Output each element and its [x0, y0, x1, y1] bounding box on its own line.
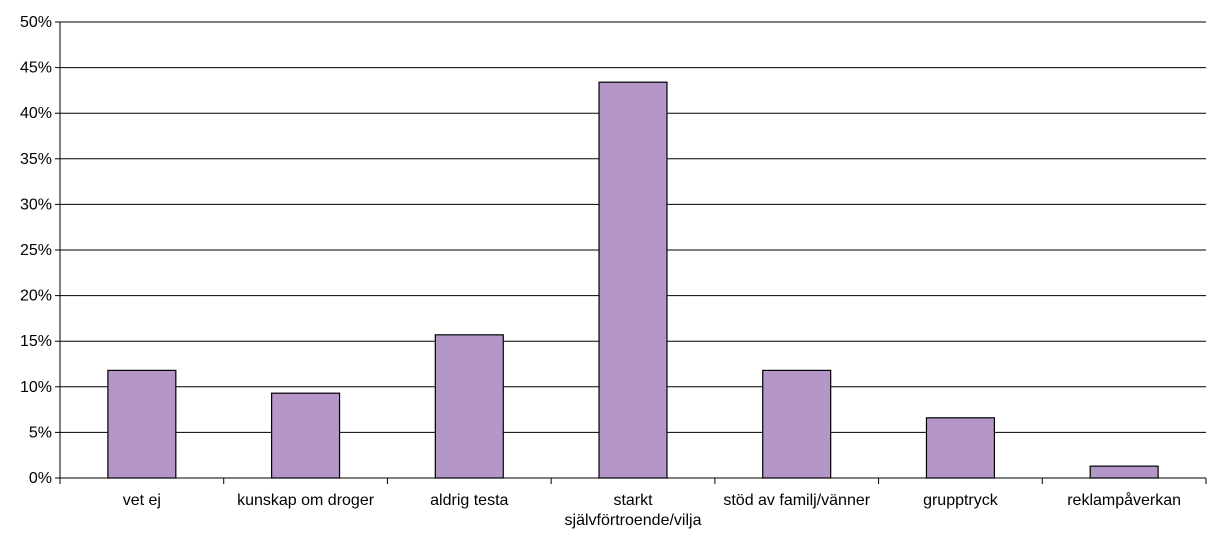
- y-tick-label: 25%: [20, 242, 52, 259]
- y-tick-label: 10%: [20, 379, 52, 396]
- x-category-label: vet ej: [123, 492, 161, 509]
- bars: [107, 81, 1159, 479]
- x-category-label-line: starkt: [613, 492, 653, 509]
- x-category-label: stöd av familj/vänner: [723, 492, 870, 509]
- x-category-label: aldrig testa: [430, 492, 508, 509]
- x-category-label-line: stöd av familj/vänner: [723, 492, 870, 509]
- x-category-label-line: reklampåverkan: [1067, 491, 1181, 509]
- x-category-label: kunskap om droger: [237, 492, 375, 509]
- y-tick-label: 45%: [20, 60, 52, 77]
- x-category-label: reklampåverkan: [1067, 491, 1181, 509]
- y-tick-label: 20%: [20, 288, 52, 305]
- x-category-label-line: aldrig testa: [430, 492, 508, 509]
- x-category-label: starkt självförtroende/vilja: [565, 492, 702, 529]
- x-category-label-line: kunskap om droger: [237, 492, 375, 509]
- y-axis-tick-labels: 0% 5% 10% 15% 20% 25% 30% 35% 40% 45% 50%: [20, 14, 52, 487]
- bar: [1089, 465, 1159, 479]
- bar: [271, 392, 341, 479]
- x-axis-category-labels: vet ej kunskap om droger aldrig testa stark…: [123, 491, 1181, 529]
- bar: [434, 334, 504, 479]
- x-category-label-line: vet ej: [123, 492, 161, 509]
- x-category-label-line: grupptryck: [923, 492, 999, 509]
- bar: [925, 417, 995, 479]
- x-category-label-line: självförtroende/vilja: [565, 512, 702, 529]
- y-tick-label: 30%: [20, 196, 52, 213]
- axes: [55, 21, 1207, 484]
- y-tick-label: 15%: [20, 333, 52, 350]
- bar: [107, 369, 177, 479]
- y-tick-label: 40%: [20, 105, 52, 122]
- y-tick-label: 35%: [20, 151, 52, 168]
- x-category-label: grupptryck: [923, 492, 999, 509]
- y-tick-label: 50%: [20, 14, 52, 31]
- bar: [598, 81, 668, 479]
- y-tick-label: 5%: [29, 424, 52, 441]
- y-tick-label: 0%: [29, 470, 52, 487]
- bar: [762, 369, 832, 479]
